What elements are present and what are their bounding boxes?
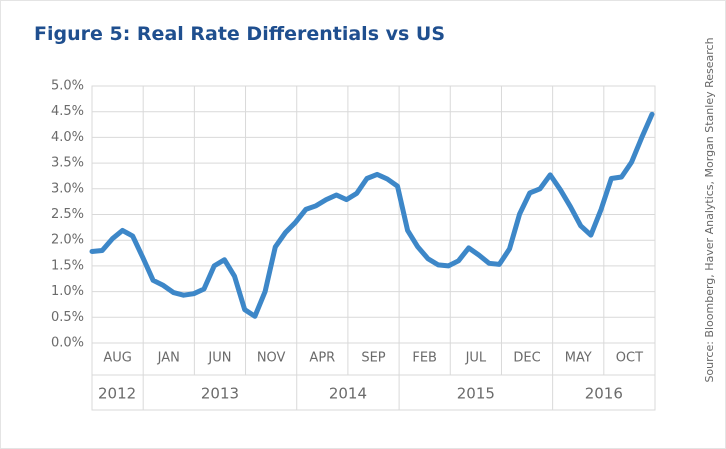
y-tick-label: 2.5% [51,207,84,222]
chart-title: Figure 5: Real Rate Differentials vs US [34,23,445,45]
x-tick-label: JUL [465,351,487,366]
y-tick-label: 4.0% [51,130,84,145]
y-tick-label: 1.0% [51,284,84,299]
y-tick-label: 3.0% [51,181,84,196]
x-tick-label: APR [309,351,335,366]
x-tick-label: MAY [565,351,592,366]
y-tick-label: 2.0% [51,233,84,248]
source-note: Source: Bloomberg, Haver Analytics, Morg… [703,37,716,382]
year-label: 2013 [201,385,239,403]
year-label: 2016 [585,385,623,403]
year-label: 2014 [329,385,367,403]
year-label: 2012 [98,385,136,403]
x-tick-label: NOV [257,351,286,366]
y-tick-label: 4.5% [51,104,84,119]
y-tick-label: 5.0% [51,79,84,94]
year-label: 2015 [457,385,495,403]
x-tick-label: JAN [157,351,180,366]
x-tick-label: AUG [103,351,131,366]
x-tick-label: DEC [513,351,540,366]
x-tick-label: OCT [616,351,643,366]
y-tick-label: 3.5% [51,156,84,171]
data-line [89,111,655,319]
y-tick-label: 1.5% [51,258,84,273]
x-tick-label: SEP [361,351,385,366]
x-tick-label: FEB [412,351,437,366]
plot-area [91,85,656,411]
x-tick-label: JUN [207,351,231,366]
y-tick-label: 0.5% [51,310,84,325]
y-tick-label: 0.0% [51,336,84,351]
